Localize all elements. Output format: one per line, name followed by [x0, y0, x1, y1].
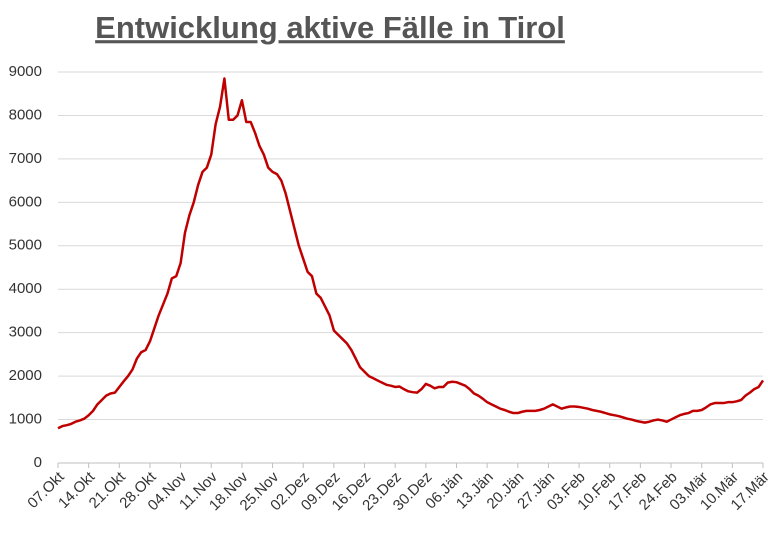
y-tick-label: 8000 — [9, 106, 42, 123]
y-tick-label: 5000 — [9, 237, 42, 254]
y-tick-label: 2000 — [9, 367, 42, 384]
chart-title: Entwicklung aktive Fälle in Tirol — [95, 10, 565, 45]
y-tick-label: 6000 — [9, 193, 42, 210]
y-tick-label: 4000 — [9, 280, 42, 297]
y-tick-label: 9000 — [9, 63, 42, 80]
y-tick-label: 0 — [34, 454, 42, 471]
data-line — [57, 77, 765, 430]
y-tick-label: 3000 — [9, 324, 42, 341]
y-tick-label: 7000 — [9, 150, 42, 167]
y-tick-label: 1000 — [9, 411, 42, 428]
